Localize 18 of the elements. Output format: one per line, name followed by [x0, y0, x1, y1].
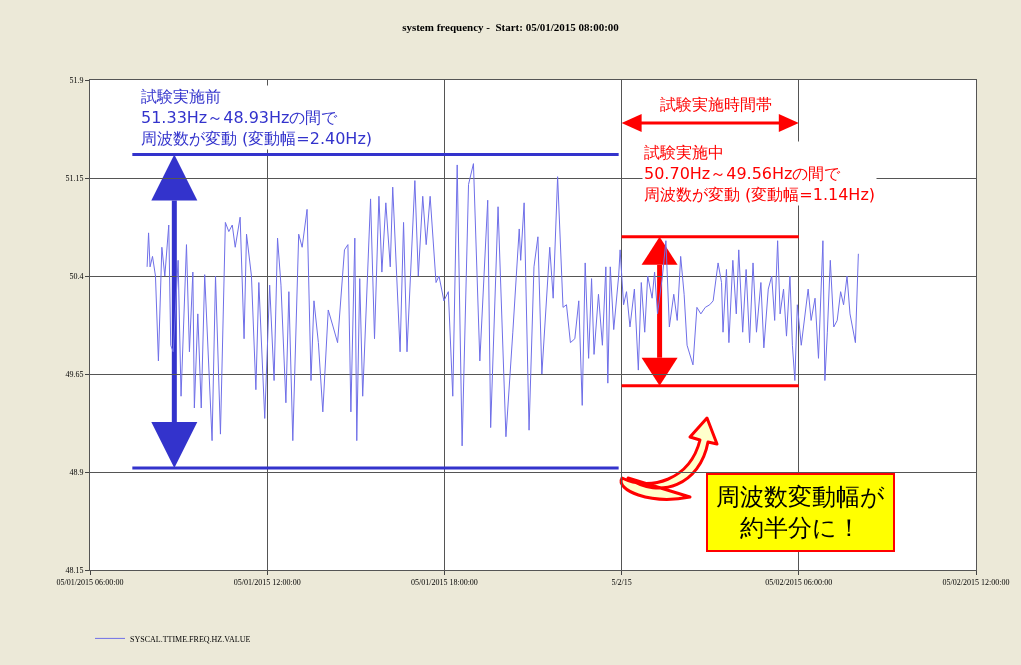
annotation: 試験実施中50.70Hz～49.56Hzの間で周波数が変動 (変動幅=1.14Hz) [644, 143, 876, 204]
y-tick-label: 51.15 [65, 173, 84, 183]
y-tick-label: 48.9 [69, 467, 84, 477]
x-tick-label: 05/01/2015 12:00:00 [233, 577, 301, 587]
annotation: 試験実施時間帯 [660, 95, 772, 114]
y-tick-label: 49.65 [65, 369, 84, 379]
y-tick-label: 51.9 [69, 75, 84, 85]
y-tick-label: 48.15 [65, 565, 84, 575]
legend-label: SYSCAL.TTIME.FREQ.HZ.VALUE [130, 634, 251, 644]
x-tick-label: 05/02/2015 12:00:00 [942, 577, 1010, 587]
annotation: 試験実施前51.33Hz～48.93Hzの間で周波数が変動 (変動幅=2.40Hz) [141, 87, 373, 148]
x-tick-label: 05/01/2015 18:00:00 [410, 577, 478, 587]
x-tick-label: 05/02/2015 06:00:00 [765, 577, 833, 587]
x-tick-label: 5/2/15 [611, 577, 632, 587]
y-tick-label: 50.4 [69, 271, 84, 281]
chart-title: system frequency - Start: 05/01/2015 08:00:00 [402, 20, 620, 33]
x-tick-label: 05/01/2015 06:00:00 [56, 577, 124, 587]
annotation: 周波数変動幅が約半分に！ [716, 483, 885, 543]
